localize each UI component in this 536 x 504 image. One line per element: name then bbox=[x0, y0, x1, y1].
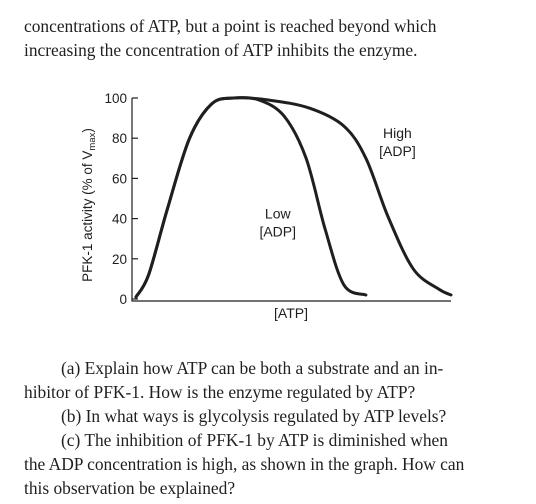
y-axis-label-main: PFK-1 activity (% of V bbox=[80, 151, 95, 282]
y-tick-label: 80 bbox=[112, 131, 127, 146]
intro-paragraph: concentrations of ATP, but a point is re… bbox=[24, 14, 524, 62]
question-a-line-1: (a) Explain how ATP can be both a substr… bbox=[61, 358, 444, 378]
plot-curves bbox=[134, 96, 453, 299]
question-c-line-1: (c) The inhibition of PFK-1 by ATP is di… bbox=[61, 430, 448, 450]
y-tick-label: 100 bbox=[104, 91, 127, 106]
y-axis-label: PFK-1 activity (% of Vmax) bbox=[80, 128, 98, 282]
question-c-line-2: the ADP concentration is high, as shown … bbox=[24, 454, 465, 474]
series-label-low-adp: Low [ADP] bbox=[259, 206, 296, 240]
axes-lines bbox=[131, 98, 451, 302]
y-tick-label: 0 bbox=[119, 292, 127, 307]
y-tick-label: 20 bbox=[112, 252, 127, 267]
series-labels: Low [ADP] High [ADP] bbox=[259, 125, 415, 239]
axes-frame bbox=[131, 98, 451, 302]
question-a: (a) Explain how ATP can be both a substr… bbox=[24, 356, 524, 404]
question-b-line-1: (b) In what ways is glycolysis regulated… bbox=[61, 406, 447, 426]
x-axis-label: [ATP] bbox=[274, 305, 308, 321]
series-label-high-adp: High [ADP] bbox=[379, 125, 416, 159]
questions: (a) Explain how ATP can be both a substr… bbox=[24, 356, 524, 500]
question-a-line-2: hibitor of PFK-1. How is the enzyme regu… bbox=[24, 382, 416, 402]
question-c: (c) The inhibition of PFK-1 by ATP is di… bbox=[24, 428, 524, 500]
y-tick-label: 60 bbox=[112, 171, 127, 186]
pfk1-activity-chart: PFK-1 activity (% of Vmax) 020406080100 … bbox=[80, 91, 453, 321]
intro-line-1: concentrations of ATP, but a point is re… bbox=[24, 16, 437, 36]
curve-high-adp bbox=[134, 96, 453, 299]
y-axis-label-close: ) bbox=[80, 128, 95, 133]
intro-line-2: increasing the concentration of ATP inhi… bbox=[24, 40, 418, 60]
svg-text:PFK-1 activity (% of Vmax): PFK-1 activity (% of Vmax) bbox=[80, 128, 98, 282]
y-tick-label: 40 bbox=[112, 212, 127, 227]
y-axis-label-subscript: max bbox=[87, 132, 98, 150]
y-axis-ticks: 0 20 40 60 80 100 bbox=[104, 91, 138, 307]
question-b: (b) In what ways is glycolysis regulated… bbox=[24, 404, 524, 428]
question-c-line-3: this observation be explained? bbox=[24, 478, 236, 498]
